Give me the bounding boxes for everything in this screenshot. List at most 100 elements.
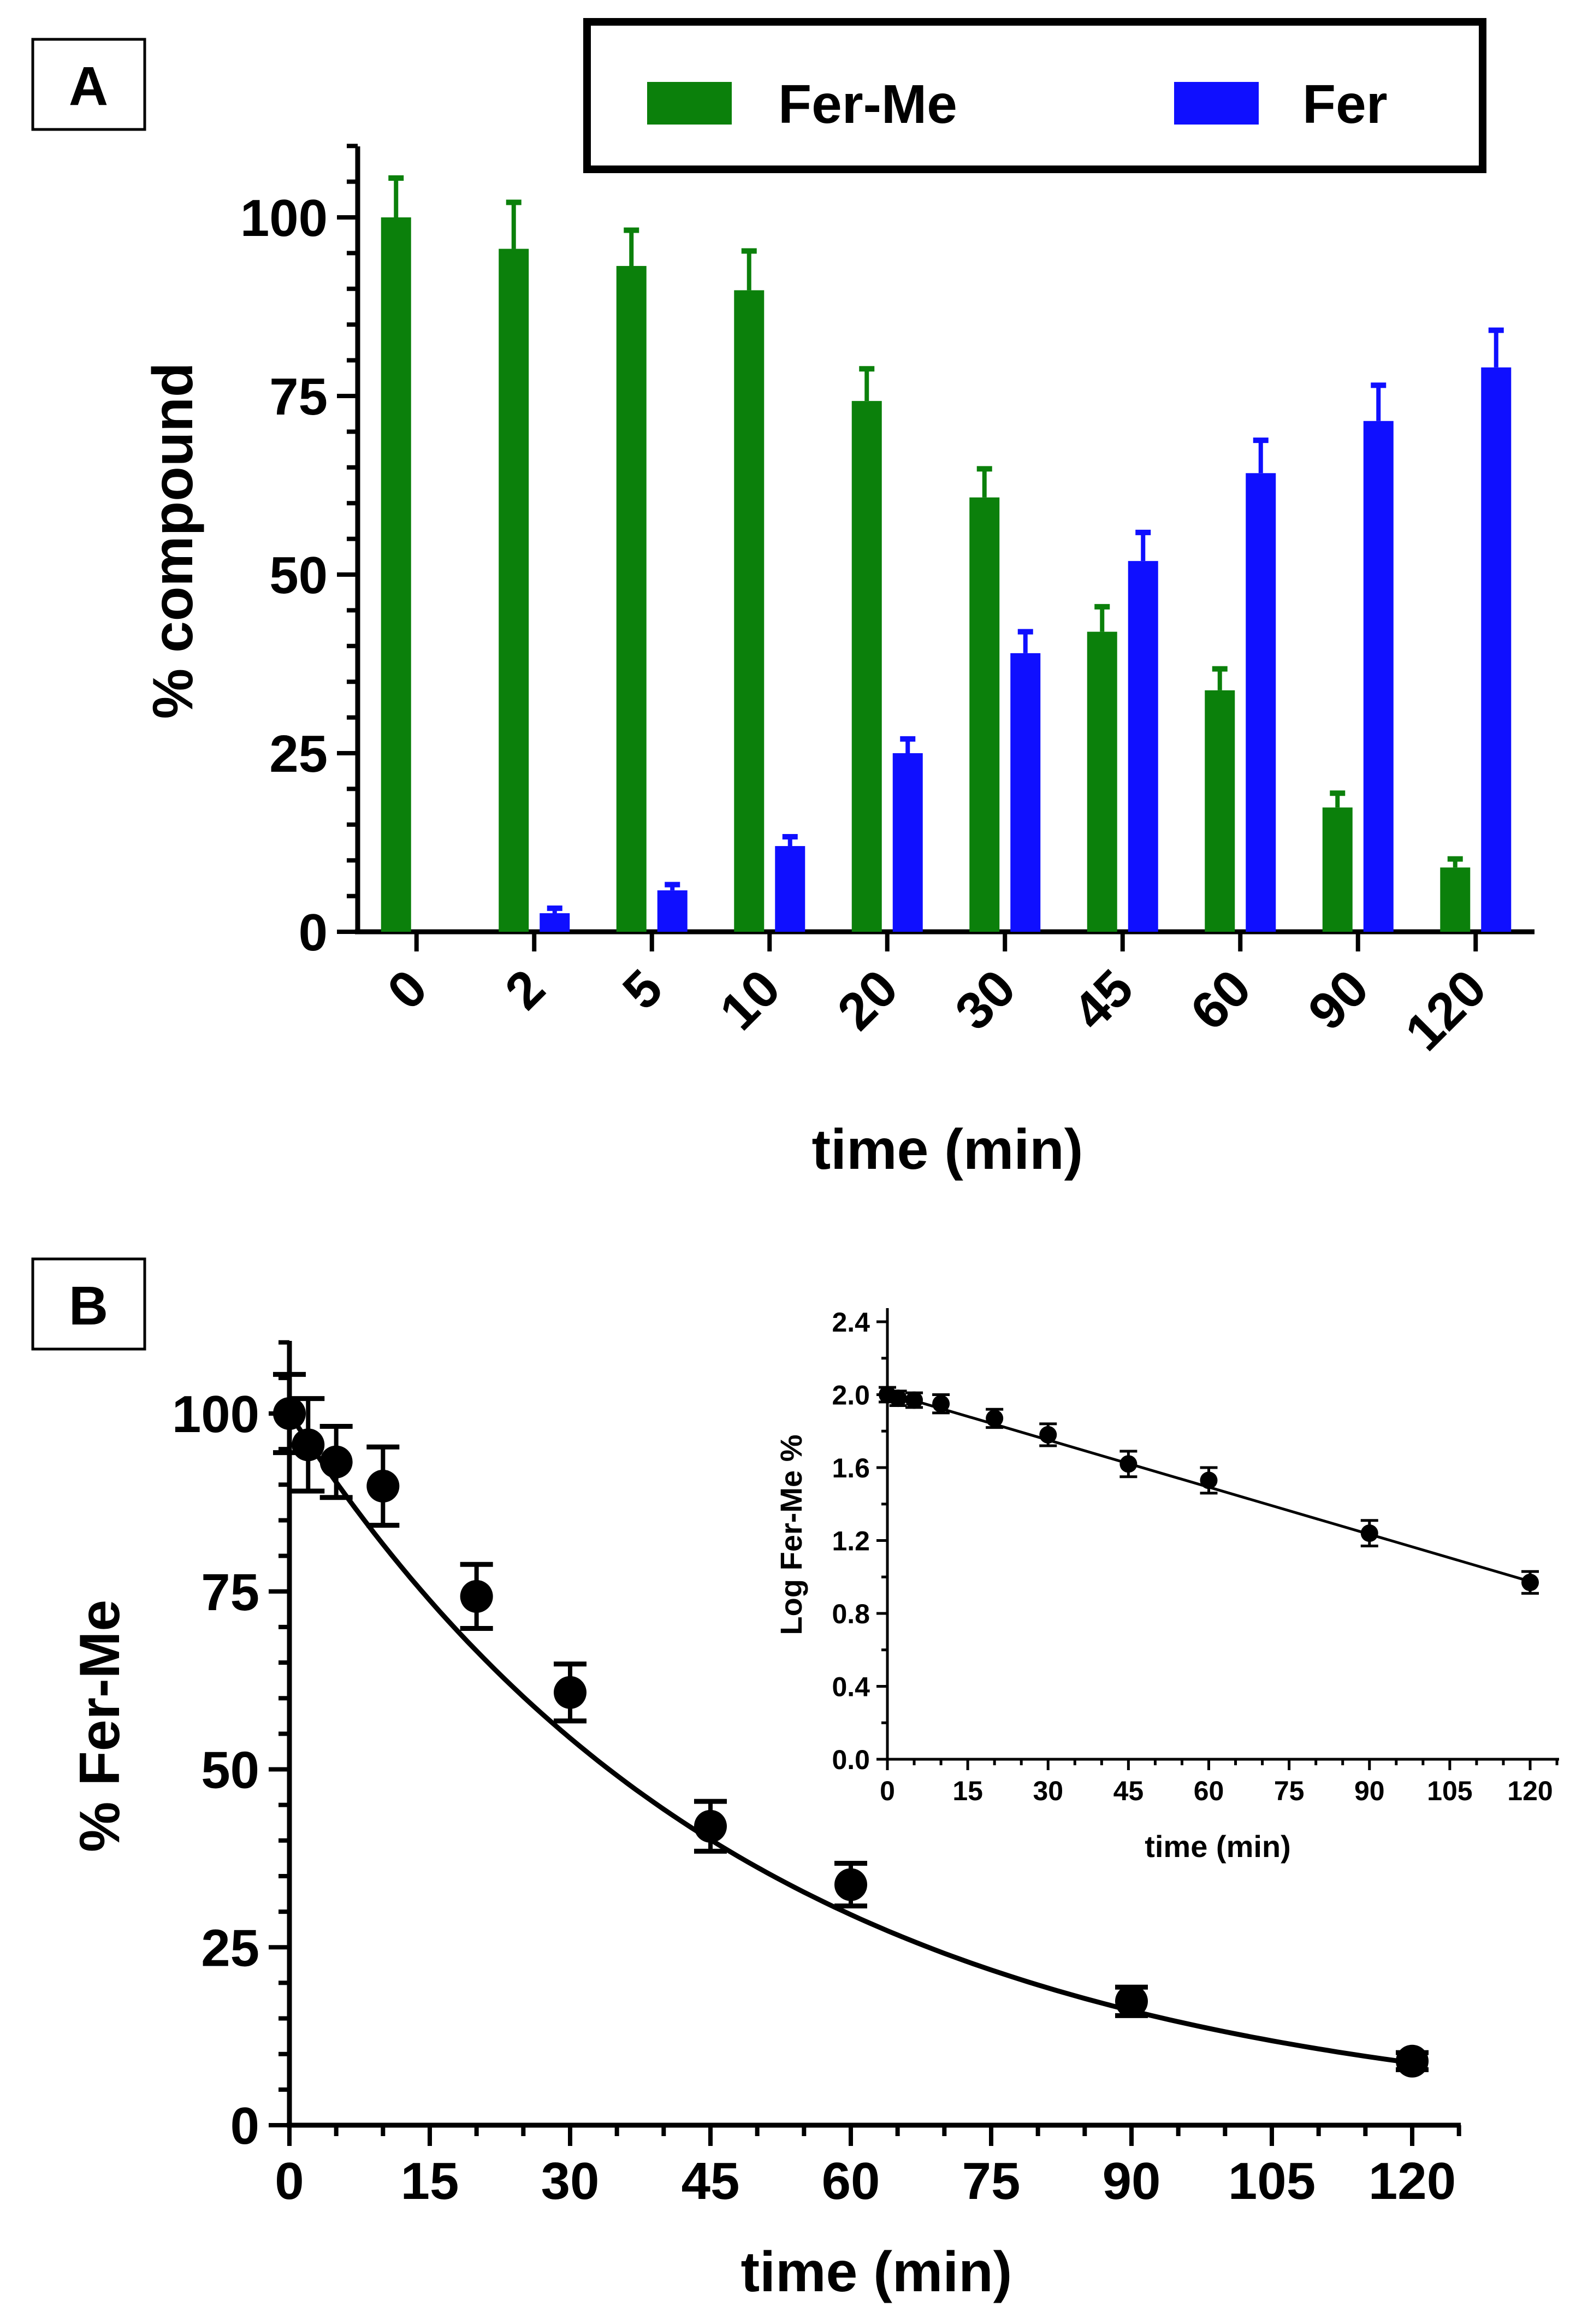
y-tick-label: 0.4 bbox=[832, 1672, 870, 1702]
data-point bbox=[1119, 1455, 1137, 1473]
y-tick-label: 50 bbox=[269, 546, 328, 605]
x-tick-label: 30 bbox=[541, 2152, 600, 2210]
panel-a-label: A bbox=[69, 56, 108, 117]
panel-a-x-axis-title: time (min) bbox=[812, 1118, 1083, 1181]
panel-b-label: B bbox=[69, 1275, 108, 1337]
x-tick-label: 120 bbox=[1368, 2152, 1456, 2210]
data-point bbox=[986, 1409, 1004, 1427]
data-point bbox=[889, 1389, 907, 1408]
data-point bbox=[1521, 1574, 1539, 1592]
x-tick-label: 75 bbox=[962, 2152, 1021, 2210]
bar-fer-me bbox=[969, 497, 1000, 932]
y-tick-label: 25 bbox=[201, 1919, 259, 1977]
x-tick-label: 120 bbox=[1507, 1776, 1553, 1806]
bar-fer bbox=[1246, 473, 1276, 932]
panel-a-y-tick-labels: 0 25 50 75 100 bbox=[240, 189, 328, 962]
panel-b-y-axis-title: % Fer-Me bbox=[68, 1600, 132, 1852]
data-point bbox=[554, 1676, 586, 1709]
inset-x-ticks bbox=[886, 1759, 1559, 1770]
y-tick-label: 75 bbox=[201, 1563, 259, 1622]
x-tick-label: 30 bbox=[1033, 1776, 1063, 1806]
panel-a-y-ticks bbox=[337, 144, 358, 934]
y-tick-label: 75 bbox=[269, 368, 328, 426]
x-tick-label: 60 bbox=[1180, 959, 1262, 1041]
x-tick-label: 0 bbox=[275, 2152, 304, 2210]
x-tick-label: 45 bbox=[682, 2152, 740, 2210]
bar-fer bbox=[657, 890, 688, 932]
y-tick-label: 1.2 bbox=[832, 1526, 870, 1557]
bar-fer-me bbox=[499, 249, 529, 932]
x-tick-label: 75 bbox=[1274, 1776, 1305, 1806]
data-point bbox=[1396, 2044, 1429, 2078]
legend-label-fer: Fer bbox=[1302, 74, 1388, 135]
x-tick-label: 90 bbox=[1297, 959, 1379, 1041]
x-tick-label: 45 bbox=[1113, 1776, 1144, 1806]
panel-b-y-tick-labels: 0 25 50 75 100 bbox=[172, 1385, 259, 2155]
panel-a-y-axis-title: % compound bbox=[141, 363, 205, 719]
data-point bbox=[1039, 1426, 1057, 1444]
legend-label-fer-me: Fer-Me bbox=[778, 74, 957, 135]
bar-fer bbox=[540, 913, 570, 932]
x-tick-label: 105 bbox=[1427, 1776, 1472, 1806]
x-tick-label: 10 bbox=[709, 959, 791, 1041]
data-point bbox=[319, 1445, 353, 1479]
inset-x-tick-labels: 0 15 30 45 60 75 90 105 120 bbox=[880, 1776, 1553, 1806]
bar-fer-me bbox=[616, 265, 647, 932]
x-tick-label: 0 bbox=[880, 1776, 895, 1806]
inset-y-ticks bbox=[876, 1320, 887, 1761]
y-tick-label: 50 bbox=[201, 1741, 259, 1800]
panel-b-fit-curve bbox=[287, 1412, 1413, 2066]
x-tick-label: 90 bbox=[1354, 1776, 1385, 1806]
bar-fer bbox=[1010, 653, 1041, 932]
panel-a-label-box bbox=[31, 38, 146, 131]
bar-fer bbox=[1363, 421, 1394, 932]
panel-a-x-tick-labels: 0 2 5 10 20 30 45 60 90 120 bbox=[376, 959, 1497, 1062]
data-point bbox=[694, 1809, 727, 1843]
bar-fer bbox=[1128, 561, 1158, 932]
y-tick-label: 25 bbox=[269, 725, 328, 783]
data-point bbox=[932, 1395, 950, 1413]
inset-chart: 0.0 0.4 0.8 1.2 1.6 2.0 2.4 0 15 30 45 60 75 90 105 12… bbox=[774, 1307, 1559, 1864]
data-point bbox=[292, 1428, 325, 1462]
x-tick-label: 60 bbox=[822, 2152, 880, 2210]
panel-a-bars bbox=[381, 175, 1512, 932]
legend-swatch-fer bbox=[1174, 82, 1259, 125]
x-tick-label: 90 bbox=[1103, 2152, 1161, 2210]
x-tick-label: 105 bbox=[1228, 2152, 1316, 2210]
legend: Fer-Me Fer bbox=[583, 18, 1486, 173]
inset-y-axis-title: Log Fer-Me % bbox=[774, 1434, 808, 1635]
x-tick-label: 15 bbox=[401, 2152, 459, 2210]
y-tick-label: 0.0 bbox=[832, 1745, 870, 1775]
panel-b-points bbox=[273, 1371, 1429, 2078]
inset-x-axis-title: time (min) bbox=[1145, 1829, 1291, 1864]
x-tick-label: 120 bbox=[1394, 959, 1497, 1062]
bar-fer bbox=[775, 846, 805, 932]
bar-fer-me bbox=[851, 401, 882, 932]
data-point bbox=[834, 1868, 867, 1901]
data-point bbox=[905, 1391, 923, 1409]
y-tick-label: 2.4 bbox=[832, 1307, 870, 1338]
x-tick-label: 20 bbox=[826, 959, 909, 1041]
y-tick-label: 100 bbox=[172, 1385, 259, 1444]
y-tick-label: 1.6 bbox=[832, 1453, 870, 1483]
bar-fer-me bbox=[734, 290, 765, 932]
y-tick-label: 100 bbox=[240, 189, 328, 247]
bar-fer-me bbox=[1087, 631, 1117, 932]
bar-fer-me bbox=[381, 217, 411, 932]
bar-fer-me bbox=[1205, 690, 1235, 932]
x-tick-label: 15 bbox=[952, 1776, 983, 1806]
legend-swatch-fer-me bbox=[647, 82, 732, 125]
data-point bbox=[1360, 1524, 1378, 1542]
panel-b-x-tick-labels: 0 15 30 45 60 75 90 105 120 bbox=[275, 2152, 1456, 2210]
x-tick-label: 30 bbox=[944, 959, 1027, 1041]
panel-b: B 0 25 50 75 100 0 15 30 45 60 75 90 105 120 time (m… bbox=[31, 1257, 1461, 2304]
bar-fer bbox=[1481, 367, 1512, 932]
panel-b-label-box bbox=[31, 1257, 146, 1351]
y-tick-label: 0 bbox=[299, 903, 328, 962]
x-tick-label: 5 bbox=[612, 959, 673, 1020]
panel-b-x-axis-title: time (min) bbox=[741, 2240, 1012, 2304]
inset-y-tick-labels: 0.0 0.4 0.8 1.2 1.6 2.0 2.4 bbox=[832, 1307, 870, 1775]
inset-points bbox=[879, 1386, 1539, 1595]
